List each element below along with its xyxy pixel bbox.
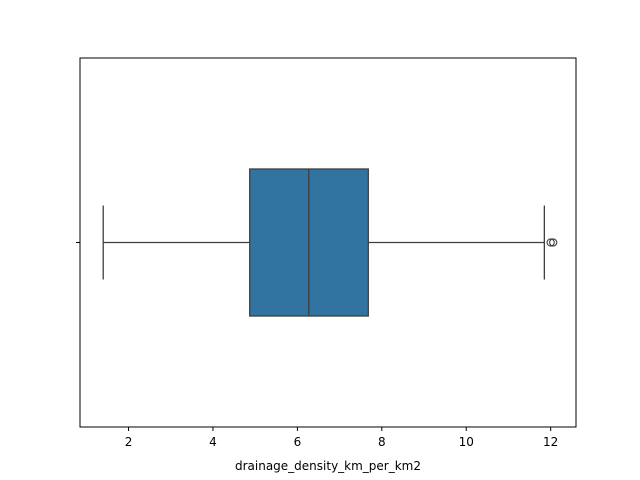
x-tick-label: 4 [209,435,217,449]
x-tick-label: 10 [459,435,474,449]
box-plot [76,168,558,317]
x-tick-label: 6 [294,435,302,449]
x-tick-label: 12 [543,435,558,449]
outlier-point [549,238,558,247]
x-tick-label: 2 [125,435,133,449]
x-tick-label: 8 [378,435,386,449]
x-axis-label: drainage_density_km_per_km2 [235,459,421,473]
outlier-point [546,238,555,247]
x-axis-ticks: 2 4 6 8 10 12 [125,427,558,449]
